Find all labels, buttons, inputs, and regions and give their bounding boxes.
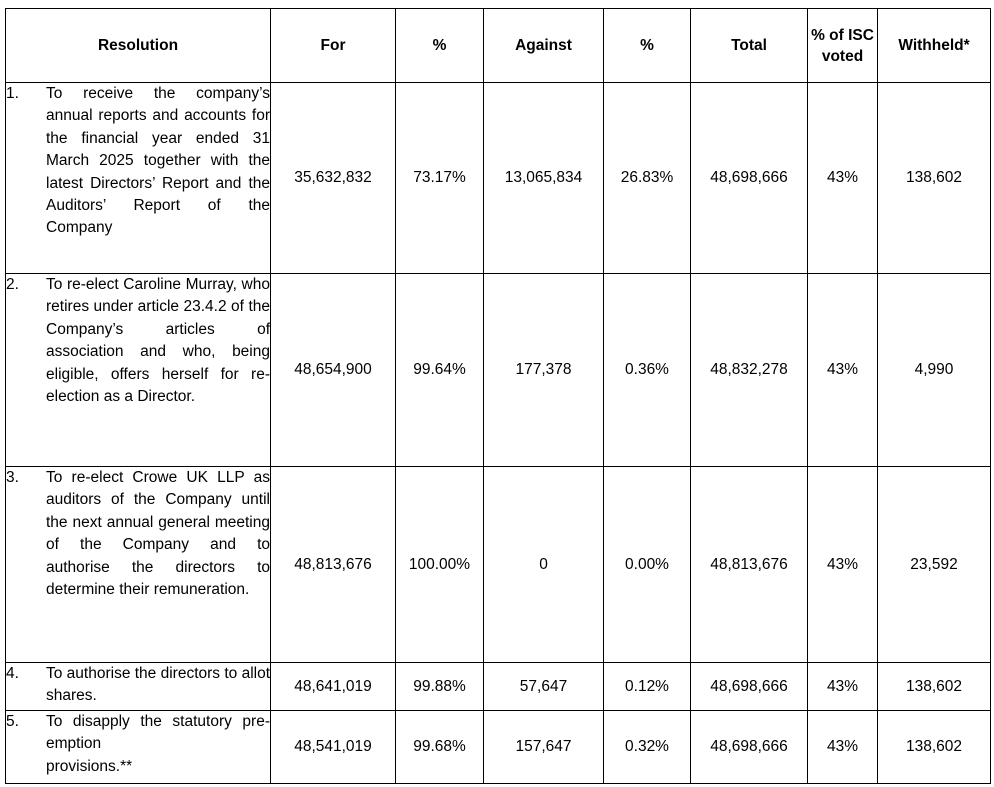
for-cell: 48,641,019 <box>270 662 396 711</box>
against-pct-cell: 0.32% <box>603 710 691 784</box>
for-cell: 35,632,832 <box>270 82 396 274</box>
resolution-text: To disapply the statutory pre-emption pr… <box>46 713 270 775</box>
against-cell: 0 <box>483 466 604 663</box>
withheld-cell: 138,602 <box>877 82 991 274</box>
for-cell: 48,654,900 <box>270 273 396 467</box>
for-pct-cell: 99.68% <box>395 710 484 784</box>
resolution-cell: 1. To receive the company’s annual repor… <box>5 82 271 274</box>
total-cell: 48,813,676 <box>690 466 808 663</box>
resolution-cell: 3. To re-elect Crowe UK LLP as auditors … <box>5 466 271 663</box>
for-pct-cell: 99.64% <box>395 273 484 467</box>
against-cell: 57,647 <box>483 662 604 711</box>
column-header-for-pct: % <box>395 8 484 83</box>
total-cell: 48,698,666 <box>690 710 808 784</box>
against-pct-cell: 26.83% <box>603 82 691 274</box>
column-header-resolution: Resolution <box>5 8 271 83</box>
resolution-text: To authorise the directors to allot shar… <box>46 665 271 705</box>
isc-pct-cell: 43% <box>807 273 878 467</box>
resolution-number: 4. <box>6 665 19 682</box>
table-row: 2. To re-elect Caroline Murray, who reti… <box>5 273 991 467</box>
isc-pct-cell: 43% <box>807 82 878 274</box>
withheld-cell: 4,990 <box>877 273 991 467</box>
resolution-number: 3. <box>6 469 19 486</box>
for-pct-cell: 73.17% <box>395 82 484 274</box>
voting-results-table: Resolution For % Against % Total % of IS… <box>5 8 991 784</box>
total-cell: 48,698,666 <box>690 82 808 274</box>
for-cell: 48,541,019 <box>270 710 396 784</box>
table-row: 1. To receive the company’s annual repor… <box>5 82 991 274</box>
against-pct-cell: 0.00% <box>603 466 691 663</box>
isc-pct-cell: 43% <box>807 710 878 784</box>
resolution-number: 1. <box>6 85 19 102</box>
column-header-against: Against <box>483 8 604 83</box>
table-row: 5. To disapply the statutory pre-emption… <box>5 710 991 784</box>
resolution-number: 5. <box>6 713 19 730</box>
resolution-text: To re-elect Caroline Murray, who retires… <box>46 276 270 406</box>
withheld-cell: 138,602 <box>877 662 991 711</box>
total-cell: 48,832,278 <box>690 273 808 467</box>
table-row: 4. To authorise the directors to allot s… <box>5 662 991 711</box>
total-cell: 48,698,666 <box>690 662 808 711</box>
resolution-text: To re-elect Crowe UK LLP as auditors of … <box>46 469 270 599</box>
isc-pct-cell: 43% <box>807 662 878 711</box>
withheld-cell: 138,602 <box>877 710 991 784</box>
for-pct-cell: 100.00% <box>395 466 484 663</box>
column-header-withheld: Withheld* <box>877 8 991 83</box>
against-cell: 157,647 <box>483 710 604 784</box>
against-cell: 177,378 <box>483 273 604 467</box>
isc-pct-cell: 43% <box>807 466 878 663</box>
resolution-cell: 2. To re-elect Caroline Murray, who reti… <box>5 273 271 467</box>
for-pct-cell: 99.88% <box>395 662 484 711</box>
column-header-for: For <box>270 8 396 83</box>
against-cell: 13,065,834 <box>483 82 604 274</box>
for-cell: 48,813,676 <box>270 466 396 663</box>
against-pct-cell: 0.12% <box>603 662 691 711</box>
resolution-cell: 4. To authorise the directors to allot s… <box>5 662 271 711</box>
withheld-cell: 23,592 <box>877 466 991 663</box>
header-row: Resolution For % Against % Total % of IS… <box>5 8 991 83</box>
table-row: 3. To re-elect Crowe UK LLP as auditors … <box>5 466 991 663</box>
column-header-isc-pct: % of ISC voted <box>807 8 878 83</box>
column-header-against-pct: % <box>603 8 691 83</box>
resolution-number: 2. <box>6 276 19 293</box>
resolution-text: To receive the company’s annual reports … <box>46 85 270 237</box>
column-header-total: Total <box>690 8 808 83</box>
resolution-cell: 5. To disapply the statutory pre-emption… <box>5 710 271 784</box>
against-pct-cell: 0.36% <box>603 273 691 467</box>
